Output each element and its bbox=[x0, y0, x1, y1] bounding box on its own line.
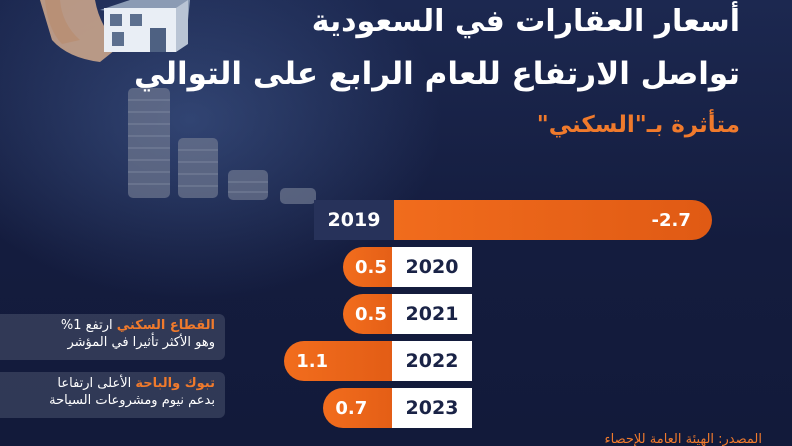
note-highlight: تبوك والباحة bbox=[135, 376, 215, 391]
category-label-2022: 2022 bbox=[392, 341, 472, 381]
category-label-2020: 2020 bbox=[392, 247, 472, 287]
value-label-2020: 0.5 bbox=[355, 256, 387, 278]
note-detail: بدعم نيوم ومشروعات السياحة bbox=[49, 393, 215, 408]
source-note: المصدر: الهيئة العامة للإحصاء bbox=[604, 432, 762, 446]
category-label-2019: 2019 bbox=[314, 200, 394, 240]
note-text: ارتفع 1% bbox=[60, 318, 117, 333]
value-label-2021: 0.5 bbox=[355, 303, 387, 325]
page-title: أسعار العقارات في السعودية bbox=[311, 4, 740, 39]
value-label-2022: 1.1 bbox=[296, 350, 329, 372]
value-label-2023: 0.7 bbox=[335, 397, 368, 419]
bar-2019 bbox=[374, 200, 712, 240]
category-label-2021: 2021 bbox=[392, 294, 472, 334]
note-text: الأعلى ارتفاعا bbox=[57, 376, 136, 391]
note-detail: وهو الأكثر تأثيرا في المؤشر bbox=[67, 335, 215, 350]
tagline: متأثرة بـ"السكني" bbox=[536, 112, 740, 138]
value-label-2019: -2.7 bbox=[651, 209, 691, 231]
category-label-2023: 2023 bbox=[392, 388, 472, 428]
note-regions: تبوك والباحة الأعلى ارتفاعا بدعم نيوم وم… bbox=[0, 372, 225, 418]
note-highlight: القطاع السكني bbox=[116, 318, 215, 333]
page-subtitle: تواصل الارتفاع للعام الرابع على التوالي bbox=[134, 56, 740, 92]
note-residential: القطاع السكني ارتفع 1% وهو الأكثر تأثيرا… bbox=[0, 314, 225, 360]
hand-house-coins-photo bbox=[0, 0, 360, 230]
bar-2022 bbox=[284, 341, 412, 381]
